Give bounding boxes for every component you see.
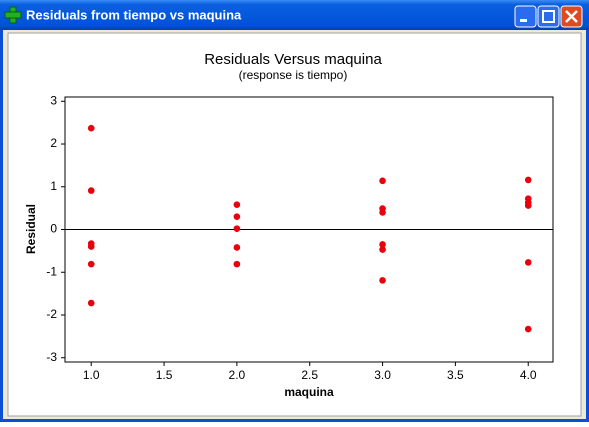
point (379, 277, 386, 284)
x-tick-label: 2.5 (301, 368, 318, 382)
point (233, 225, 241, 232)
y-tick-label: 2 (50, 136, 57, 150)
y-tick-label: 0 (50, 222, 57, 236)
x-tick-label: 3.5 (447, 368, 464, 382)
chart-subtitle: (response is tiempo) (239, 68, 348, 82)
point (379, 177, 386, 185)
point (233, 201, 241, 209)
x-tick-label: 2.0 (229, 368, 246, 382)
point (87, 299, 95, 307)
minimize-button[interactable] (514, 5, 537, 28)
point (87, 260, 95, 268)
y-tick-label: -2 (46, 307, 57, 321)
x-axis-label: maquina (284, 385, 334, 399)
point (87, 243, 95, 250)
point (233, 244, 241, 251)
y-tick-label: 1 (50, 179, 57, 193)
point (379, 246, 386, 253)
y-tick-label: -1 (46, 264, 57, 278)
point (379, 209, 386, 216)
point (379, 241, 386, 248)
window-title: Residuals from tiempo vs maquina (26, 7, 242, 22)
x-tick-label: 3.0 (374, 368, 391, 382)
title-bar (0, 0, 589, 30)
point (524, 325, 532, 333)
point (87, 187, 95, 194)
x-tick-label: 1.5 (156, 368, 173, 382)
maximize-button[interactable] (537, 5, 560, 28)
x-tick-label: 1.0 (83, 368, 100, 382)
y-tick-label: 3 (50, 93, 57, 107)
y-axis-label: Residual (24, 204, 38, 254)
x-tick-label: 4.0 (520, 368, 537, 382)
point (524, 202, 532, 209)
app-icon (4, 6, 22, 24)
point (524, 259, 532, 266)
point (524, 176, 532, 184)
point (233, 213, 241, 220)
point (87, 124, 95, 132)
y-tick-label: -3 (46, 350, 57, 364)
chart-title: Residuals Versus maquina (204, 51, 382, 68)
point (233, 260, 241, 268)
close-button[interactable] (560, 5, 583, 28)
